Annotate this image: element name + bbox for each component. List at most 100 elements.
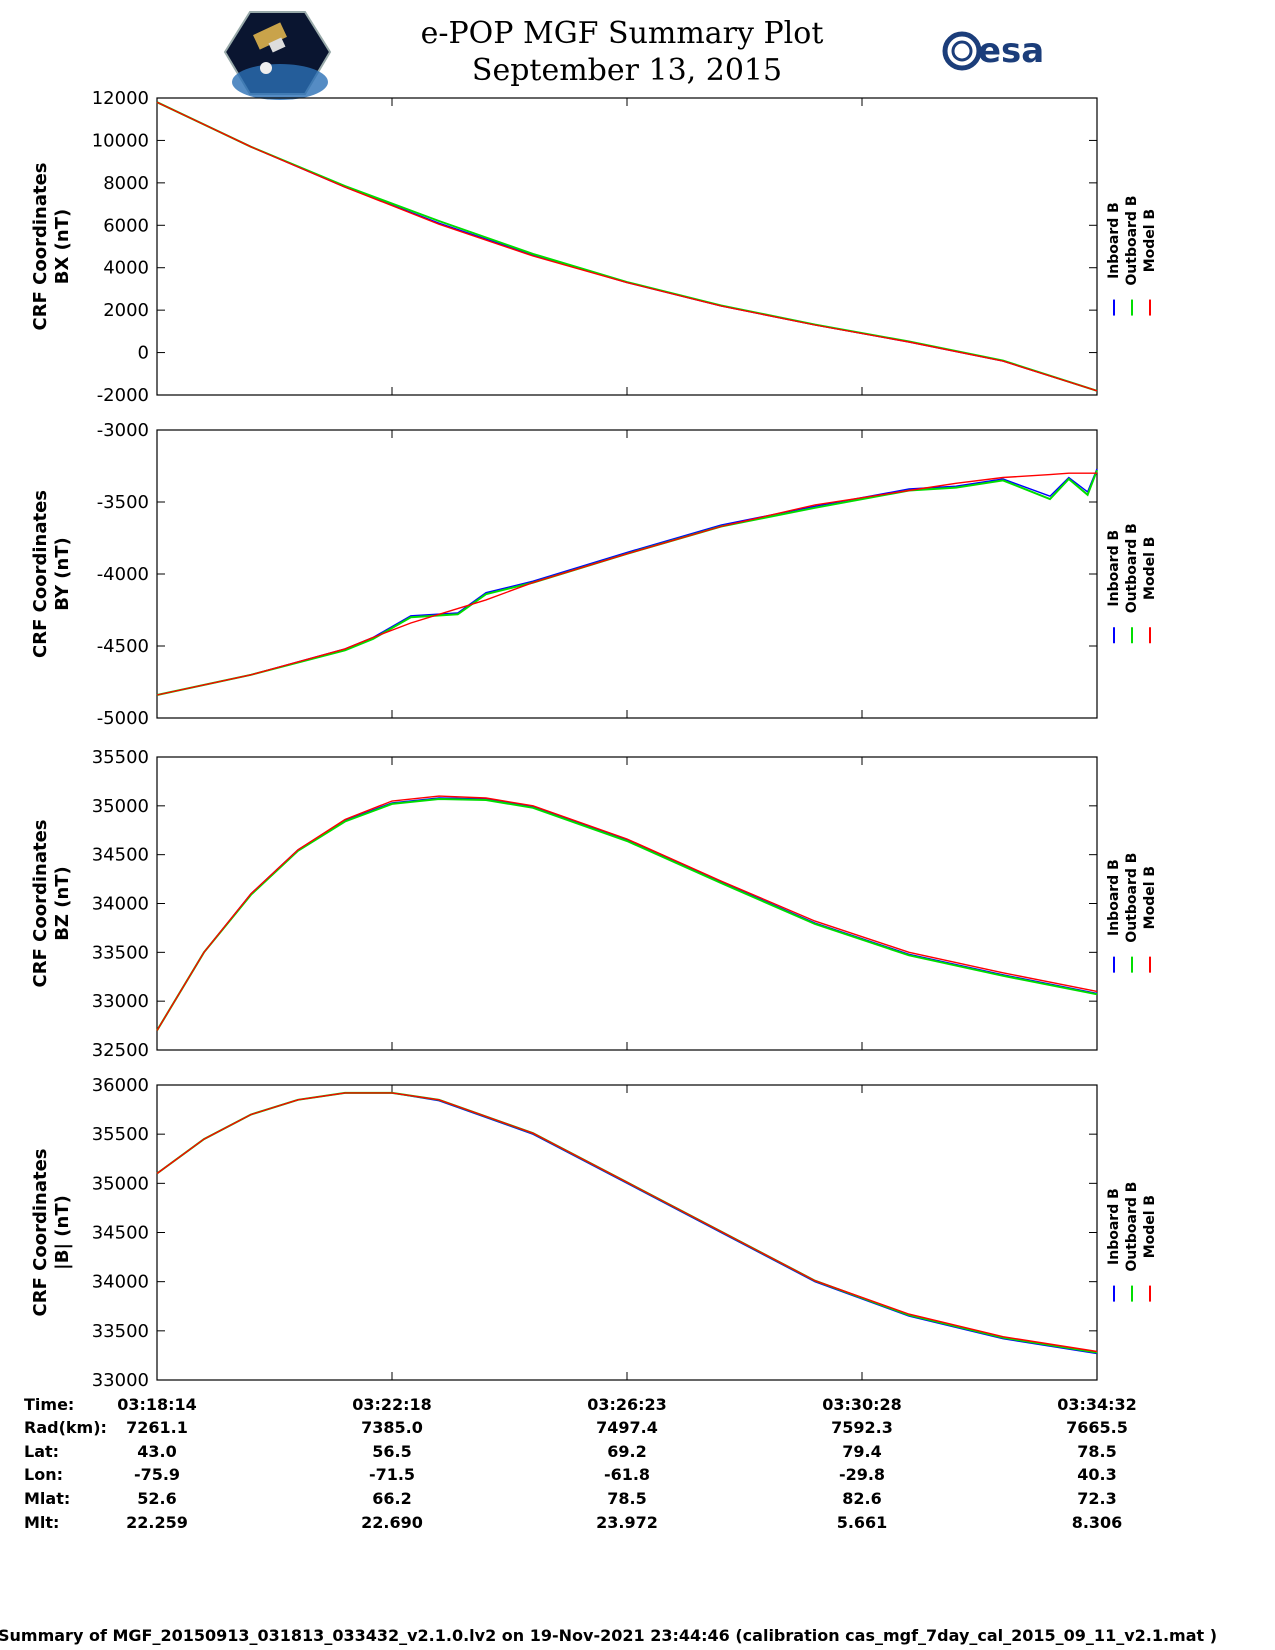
orbit-row-value: -75.9 xyxy=(134,1465,180,1484)
series-line-inboard-b xyxy=(156,468,1098,696)
y-tick-label: 33500 xyxy=(92,1321,149,1342)
legend-label: Inboard B xyxy=(1106,530,1122,607)
y-tick-label: -3500 xyxy=(97,492,149,513)
legend: Inboard B Outboard B Model B xyxy=(1106,195,1158,316)
y-tick-label: 10000 xyxy=(92,130,149,151)
legend-label: Model B xyxy=(1142,866,1158,929)
orbit-row-value: 66.2 xyxy=(372,1489,411,1508)
orbit-row-label: Time: xyxy=(24,1395,74,1414)
orbit-row-value: 69.2 xyxy=(607,1442,646,1461)
orbit-row-value: 78.5 xyxy=(1077,1442,1116,1461)
orbit-row-value: 7385.0 xyxy=(361,1418,423,1437)
y-tick-label: 4000 xyxy=(103,258,149,279)
figure-title-line2: September 13, 2015 xyxy=(472,53,782,88)
esa-logo: esa xyxy=(942,31,1044,71)
orbit-row-value: 43.0 xyxy=(137,1442,176,1461)
footer-caption: Summary of MGF_20150913_031813_033432_v2… xyxy=(0,1626,1217,1645)
orbit-row-value: -71.5 xyxy=(369,1465,415,1484)
orbit-row-value: 03:30:28 xyxy=(822,1395,902,1414)
legend-label: Model B xyxy=(1142,1195,1158,1258)
legend-label: Inboard B xyxy=(1106,1188,1122,1265)
orbit-row-value: 72.3 xyxy=(1077,1489,1116,1508)
orbit-row-value: 56.5 xyxy=(372,1442,411,1461)
y-tick-label: 35000 xyxy=(92,1173,149,1194)
y-tick-label: 33000 xyxy=(92,1370,149,1391)
orbit-row-value: 7665.5 xyxy=(1066,1418,1128,1437)
y-tick-label: 32500 xyxy=(92,1040,149,1061)
legend: Inboard B Outboard B Model B xyxy=(1106,523,1158,644)
y-tick-label: 34500 xyxy=(92,1223,149,1244)
figure-title-line1: e-POP MGF Summary Plot xyxy=(421,16,824,51)
esa-logo-text: esa xyxy=(978,31,1044,71)
y-axis-label: CRF Coordinates|B| (nT) xyxy=(30,1149,73,1317)
y-tick-label: 35500 xyxy=(92,747,149,768)
orbit-row-value: 22.690 xyxy=(361,1513,423,1532)
orbit-row-value: 40.3 xyxy=(1077,1465,1116,1484)
legend-label: Model B xyxy=(1142,537,1158,600)
legend-label: Outboard B xyxy=(1124,523,1140,613)
orbit-row-value: 03:22:18 xyxy=(352,1395,432,1414)
legend: Inboard B Outboard B Model B xyxy=(1106,1182,1158,1302)
orbit-row-value: 5.661 xyxy=(837,1513,888,1532)
orbit-table-row: Rad(km): 7261.1 7385.0 7497.4 7592.3 7665.5 xyxy=(24,1418,1128,1437)
cassiope-logo xyxy=(223,11,332,100)
orbit-row-label: Rad(km): xyxy=(24,1418,107,1437)
orbit-row-value: 23.972 xyxy=(596,1513,658,1532)
series-line-model-b xyxy=(156,795,1098,1031)
panel-2: -3000 -3500 -4000 -4500 -5000 CRF Coordinates… xyxy=(30,420,1158,729)
y-tick-label: 34000 xyxy=(92,1272,149,1293)
y-tick-label: 35500 xyxy=(92,1124,149,1145)
orbit-row-value: 03:26:23 xyxy=(587,1395,667,1414)
orbit-row-value: 8.306 xyxy=(1072,1513,1123,1532)
y-tick-label: 33500 xyxy=(92,942,149,963)
orbit-row-value: 52.6 xyxy=(137,1489,176,1508)
y-tick-label: 2000 xyxy=(103,300,149,321)
y-tick-label: -2000 xyxy=(97,385,149,406)
legend-label: Outboard B xyxy=(1124,195,1140,285)
series-line-model-b xyxy=(156,1092,1098,1353)
orbit-row-value: 78.5 xyxy=(607,1489,646,1508)
series-line-inboard-b xyxy=(156,797,1098,1031)
orbit-table-row: Mlt: 22.259 22.690 23.972 5.661 8.306 xyxy=(24,1513,1122,1532)
orbit-row-value: 79.4 xyxy=(842,1442,881,1461)
panel-3: 35500 35000 34500 34000 33500 33000 32500 CRF C… xyxy=(30,747,1158,1061)
orbit-row-value: 03:18:14 xyxy=(117,1395,197,1414)
y-tick-label: 36000 xyxy=(92,1075,149,1096)
y-axis-label: CRF CoordinatesBY (nT) xyxy=(30,490,73,658)
orbit-row-label: Lon: xyxy=(24,1465,63,1484)
y-tick-label: -5000 xyxy=(97,708,149,729)
orbit-row-value: 7497.4 xyxy=(596,1418,658,1437)
orbit-row-value: 7592.3 xyxy=(831,1418,893,1437)
legend-label: Outboard B xyxy=(1124,853,1140,943)
orbit-table-row: Time: 03:18:14 03:22:18 03:26:23 03:30:28 03:… xyxy=(24,1395,1137,1414)
legend-label: Inboard B xyxy=(1106,202,1122,279)
series-line-outboard-b xyxy=(156,797,1098,1032)
y-tick-label: -4000 xyxy=(97,564,149,585)
orbit-row-value: -61.8 xyxy=(604,1465,650,1484)
panel-1: 12000 10000 8000 6000 4000 2000 0 -2000 CRF Coor… xyxy=(30,88,1158,406)
legend-label: Outboard B xyxy=(1124,1182,1140,1272)
plot-frame xyxy=(156,1084,1098,1381)
y-tick-label: 34500 xyxy=(92,845,149,866)
orbit-row-value: 82.6 xyxy=(842,1489,881,1508)
y-axis-label: CRF CoordinatesBX (nT) xyxy=(30,163,73,331)
legend-label: Inboard B xyxy=(1106,859,1122,936)
y-tick-label: 8000 xyxy=(103,173,149,194)
orbit-row-value: 03:34:32 xyxy=(1057,1395,1137,1414)
y-tick-label: 33000 xyxy=(92,991,149,1012)
orbit-row-label: Mlt: xyxy=(24,1513,59,1532)
legend: Inboard B Outboard B Model B xyxy=(1106,853,1158,973)
legend-label: Model B xyxy=(1142,209,1158,272)
panel-4: 36000 35500 35000 34500 34000 33500 33000 CRF C… xyxy=(30,1075,1158,1391)
orbit-table-row: Mlat: 52.6 66.2 78.5 82.6 72.3 xyxy=(24,1489,1117,1508)
plot-frame xyxy=(156,429,1098,719)
orbit-row-value: 7261.1 xyxy=(126,1418,188,1437)
y-tick-label: 35000 xyxy=(92,796,149,817)
y-tick-label: 34000 xyxy=(92,894,149,915)
y-tick-label: 0 xyxy=(138,343,149,364)
y-axis-label: CRF CoordinatesBZ (nT) xyxy=(30,820,73,988)
series-line-model-b xyxy=(156,472,1097,696)
series-line-inboard-b xyxy=(156,1092,1098,1355)
series-line-outboard-b xyxy=(156,101,1098,392)
